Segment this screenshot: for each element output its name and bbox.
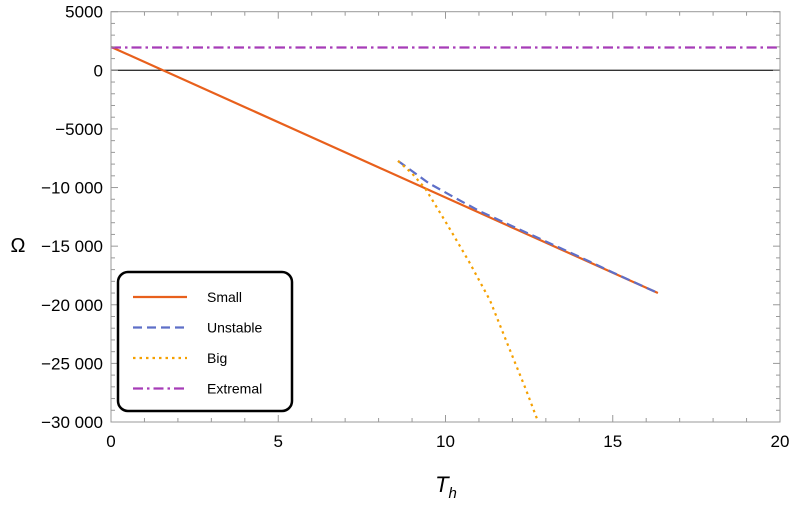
x-tick-label: 15 (603, 432, 622, 451)
y-axis-label: Ω (11, 235, 26, 257)
series-unstable-line (397, 160, 659, 295)
legend-label-extremal: Extremal (207, 381, 262, 397)
x-tick-label: 0 (106, 432, 115, 451)
y-tick-label: −30 000 (41, 413, 103, 432)
y-tick-label: 0 (94, 61, 103, 80)
legend-label-unstable: Unstable (207, 320, 262, 336)
x-tick-label: 5 (274, 432, 283, 451)
x-tick-label: 20 (771, 432, 790, 451)
series-big-line (397, 160, 540, 422)
y-tick-label: −20 000 (41, 296, 103, 315)
y-tick-label: 5000 (65, 3, 103, 22)
legend-label-big: Big (207, 350, 227, 366)
legend-label-small: Small (207, 289, 242, 305)
y-tick-label: −5000 (55, 120, 103, 139)
y-tick-label: −15 000 (41, 237, 103, 256)
x-axis-label: Th (435, 472, 457, 500)
plot-lines (111, 45, 780, 422)
y-tick-label: −25 000 (41, 354, 103, 373)
legend: Small Unstable Big Extremal (116, 270, 294, 413)
y-tick-label: −10 000 (41, 179, 103, 198)
x-tick-label: 10 (436, 432, 455, 451)
ticks: 0 5 10 15 20 5000 0 −5000 −10 000 −15 000 −20 000 −… (41, 3, 789, 451)
